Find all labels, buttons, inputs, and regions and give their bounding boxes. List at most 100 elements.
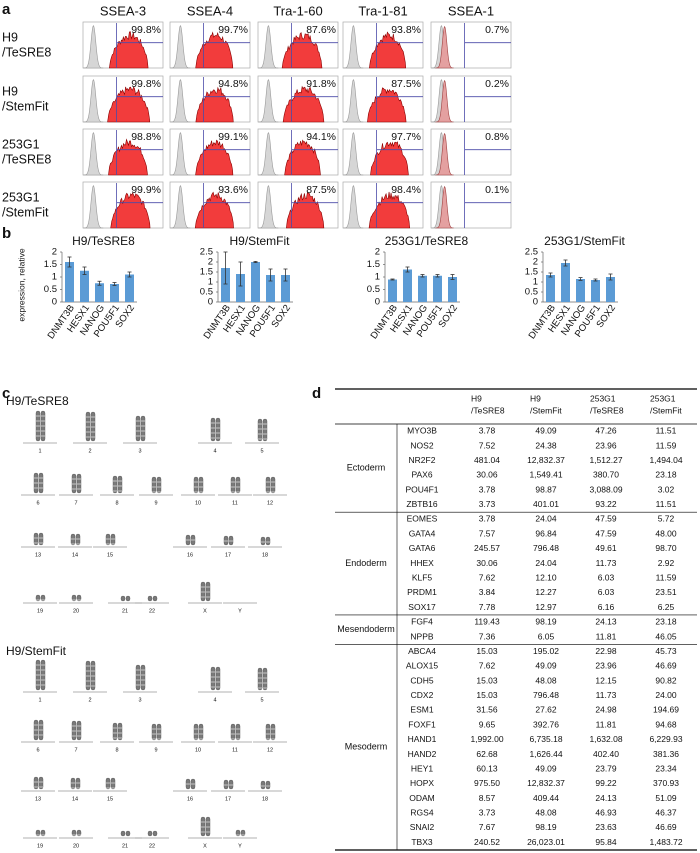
table-cell: 90.82 xyxy=(655,675,677,685)
chromosome-label: 8 xyxy=(115,747,118,753)
table-cell: 15.03 xyxy=(476,646,498,656)
table-cell: 7.62 xyxy=(479,572,496,582)
chromosome xyxy=(156,723,162,741)
chromosome-label: 22 xyxy=(149,843,155,849)
gene-name: FOXF1 xyxy=(408,719,436,729)
table-cell: 381.36 xyxy=(653,749,679,759)
chromosome xyxy=(117,722,123,741)
bar xyxy=(221,268,230,302)
control-peak xyxy=(83,132,104,176)
chromosome xyxy=(210,666,216,691)
chromosome xyxy=(156,476,162,494)
gene-name: ZBTB16 xyxy=(406,499,437,509)
table-cell: 23.96 xyxy=(595,661,617,671)
gene-name: HAND1 xyxy=(408,734,437,744)
table-cell: 11.73 xyxy=(596,558,617,568)
table-cell: 195.02 xyxy=(533,646,559,656)
chromosome-label: 1 xyxy=(38,697,41,703)
gate-percent: 87.6% xyxy=(306,24,336,36)
chromosome-label: 3 xyxy=(138,448,141,454)
sample-peak xyxy=(368,31,407,69)
chromosome-label: 4 xyxy=(213,697,216,703)
control-peak xyxy=(258,79,279,123)
table-cell: 23.63 xyxy=(595,822,617,832)
table-cell: 8.57 xyxy=(479,793,496,803)
marker-header: Tra-1-81 xyxy=(358,3,407,18)
chromosome-label: 1 xyxy=(38,448,41,454)
y-tick-label: 0.5 xyxy=(525,287,538,298)
table-cell: 3.78 xyxy=(479,514,496,524)
column-header: /StemFit xyxy=(530,405,562,415)
table-cell: 3.02 xyxy=(658,484,675,494)
table-cell: 12.10 xyxy=(535,572,557,582)
gene-name: FGF4 xyxy=(411,617,433,627)
control-peak xyxy=(170,79,191,123)
chart-title: H9/TeSRE8 xyxy=(72,234,135,248)
chromosome-label: 12 xyxy=(267,747,273,753)
table-cell: 48.08 xyxy=(535,808,557,818)
marker-header: SSEA-4 xyxy=(187,3,233,18)
chromosome xyxy=(257,418,263,442)
panel-label: a xyxy=(2,1,11,18)
chromosome-label: 8 xyxy=(115,500,118,506)
table-cell: 796.48 xyxy=(533,543,559,553)
chromosome xyxy=(235,476,241,494)
gene-name: SOX17 xyxy=(408,602,436,612)
chromosome xyxy=(230,476,236,494)
chromosome xyxy=(147,595,153,602)
chromosome xyxy=(260,780,266,790)
chromosome xyxy=(76,594,82,602)
table-cell: 3.73 xyxy=(479,499,496,509)
y-tick-label: 2.5 xyxy=(525,247,538,258)
marker-header: SSEA-3 xyxy=(100,3,146,18)
column-header: 253G1 xyxy=(590,393,616,403)
gene-name: HAND2 xyxy=(408,749,437,759)
gene-name: SNAI2 xyxy=(410,822,435,832)
table-cell: 6.03 xyxy=(598,572,615,582)
chromosome xyxy=(205,816,211,837)
chromosome xyxy=(85,660,91,691)
chromosome xyxy=(110,777,116,790)
y-tick-label: 1 xyxy=(208,277,213,288)
chromosome xyxy=(35,594,41,602)
table-cell: 24.04 xyxy=(535,558,557,568)
chromosome xyxy=(140,664,146,691)
row-label: /StemFit xyxy=(2,205,49,219)
column-header: /TeSRE8 xyxy=(471,405,505,415)
bar xyxy=(80,270,89,302)
gene-name: ESM1 xyxy=(410,705,433,715)
chromosome xyxy=(198,476,204,494)
group-name: Endoderm xyxy=(345,558,387,568)
table-cell: 11.51 xyxy=(656,426,677,436)
gene-name: PRDM1 xyxy=(407,587,437,597)
y-tick-label: 0.5 xyxy=(44,284,57,295)
table-cell: 60.13 xyxy=(476,763,498,773)
gate-percent: 99.8% xyxy=(131,24,161,36)
gene-name: NR2F2 xyxy=(409,455,436,465)
table-cell: 12.27 xyxy=(535,587,557,597)
chromosome-label: 11 xyxy=(232,747,238,753)
y-axis-label: expression, relative xyxy=(16,248,26,322)
table-cell: 46.69 xyxy=(655,822,677,832)
sample-peak xyxy=(110,192,151,229)
gene-name: NOS2 xyxy=(410,440,433,450)
table-cell: 95.84 xyxy=(595,837,617,847)
control-peak xyxy=(258,132,279,176)
gate-percent: 87.5% xyxy=(306,184,336,196)
table-cell: 49.09 xyxy=(535,661,557,671)
table-cell: 401.01 xyxy=(533,499,559,509)
chromosome xyxy=(265,536,271,546)
table-cell: 12.15 xyxy=(595,675,617,685)
chromosome xyxy=(228,535,234,546)
table-cell: 194.69 xyxy=(653,705,679,715)
control-peak xyxy=(83,185,104,229)
row-label: /TeSRE8 xyxy=(2,45,51,59)
table-cell: 12,832.37 xyxy=(527,455,565,465)
gene-name: GATA6 xyxy=(409,543,436,553)
table-cell: 6,229.93 xyxy=(649,734,682,744)
panel-label: d xyxy=(312,385,321,402)
gate-percent: 94.8% xyxy=(218,78,248,90)
bar xyxy=(236,274,245,302)
table-cell: 46.05 xyxy=(655,631,677,641)
karyotype-title: H9/TeSRE8 xyxy=(6,394,69,408)
